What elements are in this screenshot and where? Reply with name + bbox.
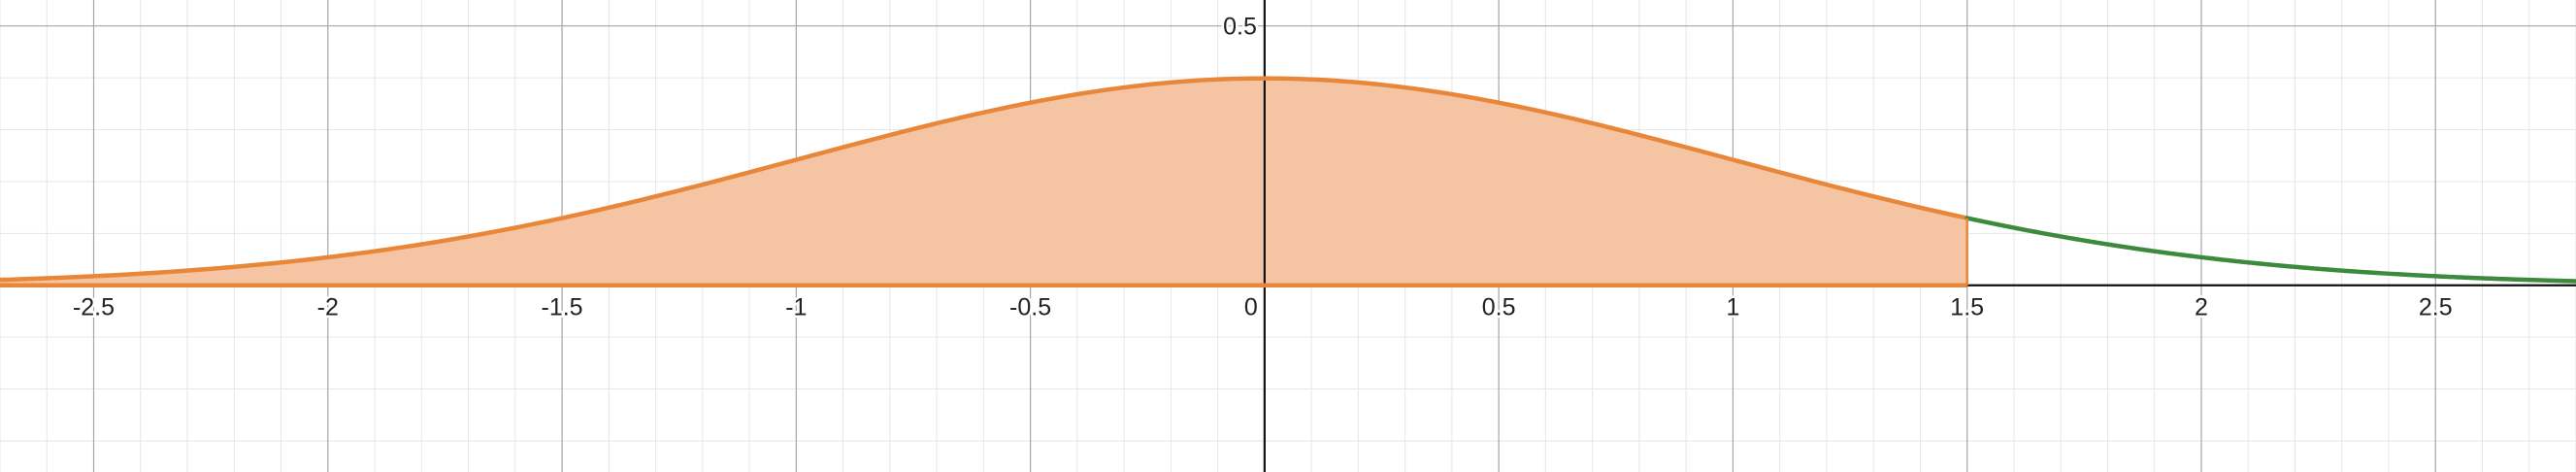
curve-layer — [0, 76, 2576, 287]
x-tick-label: -2.5 — [73, 294, 115, 321]
x-tick-label: -0.5 — [1009, 294, 1051, 321]
tick-labels: -2.5 -2 -1.5 -1 -0.5 0 0.5 1 1.5 2 2.5 0.5 — [70, 11, 2455, 323]
x-tick-label: 0.5 — [1482, 294, 1516, 321]
x-tick-label: -1.5 — [542, 294, 583, 321]
x-tick-label: 2.5 — [2419, 294, 2453, 321]
y-tick-label: 0.5 — [1223, 14, 1257, 41]
x-tick-label: 2 — [2195, 294, 2208, 321]
x-tick-label: 1.5 — [1950, 294, 1984, 321]
x-tick-label: 1 — [1726, 294, 1739, 321]
x-tick-label: 0 — [1244, 294, 1258, 321]
unshaded-curve-line — [1965, 216, 2576, 284]
shaded-curve-line — [0, 76, 1969, 283]
x-tick-label: -1 — [785, 294, 807, 321]
x-tick-label: -2 — [317, 294, 339, 321]
